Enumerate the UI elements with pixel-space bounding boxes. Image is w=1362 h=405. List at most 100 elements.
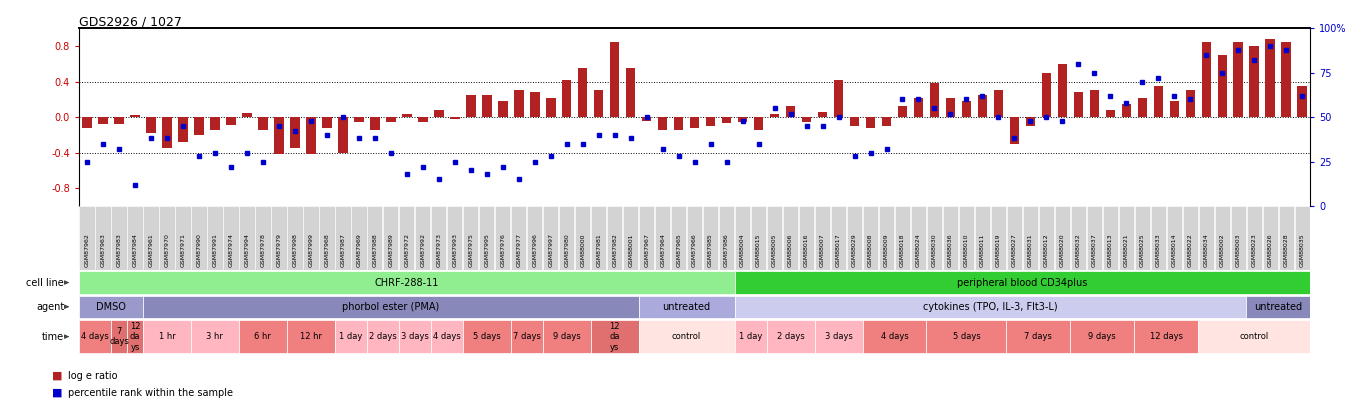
Bar <box>959 206 974 271</box>
Text: GSM88023: GSM88023 <box>1252 233 1257 267</box>
Bar <box>274 117 283 154</box>
Bar <box>1246 206 1263 271</box>
Text: 12 days: 12 days <box>1150 332 1182 341</box>
Bar <box>527 206 542 271</box>
Text: GSM88009: GSM88009 <box>884 234 889 267</box>
Bar <box>1185 90 1194 117</box>
Bar <box>463 320 511 353</box>
Bar <box>127 206 143 271</box>
Bar <box>639 206 654 271</box>
Bar <box>466 95 475 117</box>
Bar <box>223 206 238 271</box>
Bar <box>719 206 734 271</box>
Bar <box>546 98 556 117</box>
Bar <box>834 80 843 117</box>
Text: GSM88024: GSM88024 <box>917 233 921 267</box>
Text: GSM88030: GSM88030 <box>932 234 937 267</box>
Text: GSM87982: GSM87982 <box>612 233 617 267</box>
Bar <box>1294 206 1310 271</box>
Text: GSM88014: GSM88014 <box>1171 234 1177 267</box>
Text: GSM87985: GSM87985 <box>708 233 714 267</box>
Bar <box>734 296 1246 318</box>
Bar <box>563 80 572 117</box>
Text: GSM88003: GSM88003 <box>1235 234 1241 267</box>
Bar <box>962 101 971 117</box>
Bar <box>1231 206 1246 271</box>
Bar <box>770 113 779 117</box>
Text: GSM87968: GSM87968 <box>324 233 330 267</box>
Bar <box>1182 206 1199 271</box>
Bar <box>1154 86 1163 117</box>
Bar <box>994 90 1004 117</box>
Text: 5 days: 5 days <box>952 332 981 341</box>
Bar <box>131 115 140 117</box>
Text: peripheral blood CD34plus: peripheral blood CD34plus <box>957 277 1088 288</box>
Text: GSM87970: GSM87970 <box>165 233 169 267</box>
Text: GSM88016: GSM88016 <box>804 234 809 267</box>
Text: GSM87988: GSM87988 <box>372 233 377 267</box>
Bar <box>513 90 523 117</box>
Bar <box>639 296 734 318</box>
Bar <box>1215 206 1230 271</box>
Bar <box>639 320 734 353</box>
Bar <box>1151 206 1166 271</box>
Text: GSM87963: GSM87963 <box>101 233 105 267</box>
Bar <box>1058 64 1068 117</box>
Bar <box>722 117 731 124</box>
Bar <box>1135 206 1150 271</box>
Bar <box>786 107 795 117</box>
Text: GSM87969: GSM87969 <box>357 233 361 267</box>
Text: control: control <box>671 332 701 341</box>
Text: GSM87966: GSM87966 <box>692 233 697 267</box>
Bar <box>191 320 238 353</box>
Bar <box>802 117 812 121</box>
Bar <box>866 117 876 128</box>
Bar <box>242 113 252 117</box>
Bar <box>831 206 846 271</box>
Bar <box>1298 86 1308 117</box>
Bar <box>750 206 767 271</box>
Bar <box>734 320 767 353</box>
Bar <box>1118 206 1135 271</box>
Bar <box>146 117 155 133</box>
Bar <box>370 117 380 130</box>
Bar <box>1087 206 1102 271</box>
Bar <box>642 117 651 121</box>
Bar <box>703 206 718 271</box>
Bar <box>1137 98 1147 117</box>
Bar <box>943 206 957 271</box>
Bar <box>335 206 350 271</box>
Bar <box>399 206 414 271</box>
Bar <box>767 320 814 353</box>
Bar <box>351 206 366 271</box>
Bar <box>577 68 587 117</box>
Text: DMSO: DMSO <box>97 302 125 312</box>
Bar <box>543 206 558 271</box>
Bar <box>195 117 204 135</box>
Bar <box>734 271 1310 294</box>
Bar <box>79 206 95 271</box>
Bar <box>658 117 667 130</box>
Bar <box>1263 206 1278 271</box>
Text: GSM87975: GSM87975 <box>469 233 473 267</box>
Text: GSM87987: GSM87987 <box>340 233 346 267</box>
Bar <box>753 117 763 130</box>
Bar <box>814 206 831 271</box>
Bar <box>1103 206 1118 271</box>
Bar <box>511 206 526 271</box>
Bar <box>434 110 444 117</box>
Text: ■: ■ <box>52 371 63 381</box>
Text: GSM88029: GSM88029 <box>853 233 857 267</box>
Text: GSM87972: GSM87972 <box>405 233 410 267</box>
Text: GSM87994: GSM87994 <box>244 233 249 267</box>
Text: GSM88001: GSM88001 <box>628 234 633 267</box>
Text: GSM87974: GSM87974 <box>229 233 233 267</box>
Bar <box>112 206 127 271</box>
Bar <box>878 206 895 271</box>
Bar <box>911 206 926 271</box>
Text: GSM88011: GSM88011 <box>979 234 985 267</box>
Text: GSM87990: GSM87990 <box>196 233 202 267</box>
Bar <box>1007 320 1071 353</box>
Bar <box>210 117 219 130</box>
Bar <box>418 117 428 121</box>
